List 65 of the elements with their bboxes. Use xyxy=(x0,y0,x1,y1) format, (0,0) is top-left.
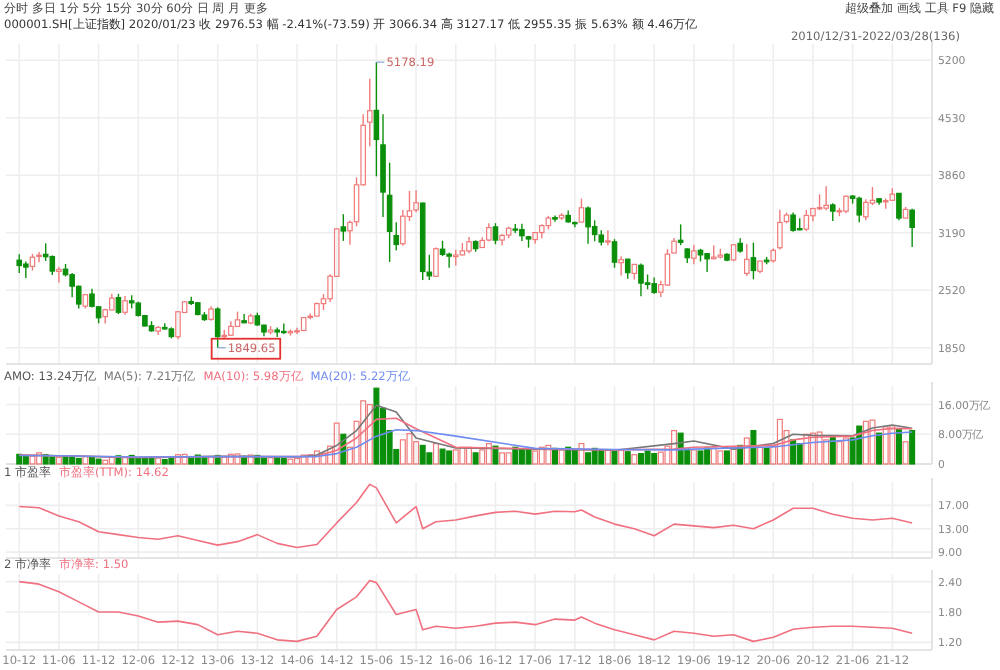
bar xyxy=(148,457,155,465)
bar xyxy=(62,455,69,465)
bar xyxy=(294,457,301,465)
bar xyxy=(426,452,433,465)
bar xyxy=(598,450,605,465)
bar xyxy=(723,450,730,465)
bar xyxy=(909,429,916,465)
bar xyxy=(413,441,420,465)
bar xyxy=(651,453,658,465)
bar xyxy=(247,454,254,465)
bar xyxy=(22,455,29,465)
bar xyxy=(644,450,651,465)
bar xyxy=(750,429,757,465)
bar xyxy=(75,457,82,465)
line-series xyxy=(18,579,913,643)
bar xyxy=(36,452,43,465)
bar xyxy=(122,456,129,465)
bar xyxy=(439,448,446,465)
bar xyxy=(141,457,148,465)
bar xyxy=(571,449,578,465)
bar xyxy=(790,439,797,465)
bar xyxy=(227,453,234,465)
line-series xyxy=(18,429,913,458)
bar xyxy=(518,448,525,465)
bar xyxy=(558,449,565,465)
bar xyxy=(208,455,215,465)
bar xyxy=(155,457,162,465)
bar xyxy=(267,457,274,465)
bar xyxy=(95,458,102,465)
bar xyxy=(399,439,406,465)
bar xyxy=(161,458,168,465)
bar xyxy=(697,450,704,465)
bar xyxy=(578,442,585,465)
bar xyxy=(763,447,770,465)
bar xyxy=(260,457,267,465)
bar xyxy=(446,450,453,465)
bar xyxy=(287,458,294,465)
bar xyxy=(624,451,631,465)
bar xyxy=(174,454,181,465)
bar xyxy=(902,441,909,465)
bar xyxy=(611,450,618,465)
bar xyxy=(300,454,307,465)
bar xyxy=(49,456,56,465)
bar xyxy=(135,457,142,465)
bar xyxy=(876,432,883,465)
bar xyxy=(181,453,188,465)
bar xyxy=(895,428,902,465)
bar xyxy=(637,453,644,465)
bar xyxy=(406,432,413,465)
bar xyxy=(585,452,592,465)
bar xyxy=(55,456,62,465)
bar xyxy=(836,441,843,465)
bar xyxy=(525,449,532,465)
bar xyxy=(432,442,439,465)
bar xyxy=(88,456,95,465)
bar xyxy=(631,454,638,465)
bar xyxy=(280,457,287,465)
line-series xyxy=(18,483,913,549)
bar xyxy=(221,456,228,465)
bar xyxy=(796,442,803,465)
bar xyxy=(234,453,241,465)
bar xyxy=(168,457,175,465)
bar xyxy=(472,452,479,465)
bar xyxy=(419,444,426,465)
bar xyxy=(82,455,89,465)
